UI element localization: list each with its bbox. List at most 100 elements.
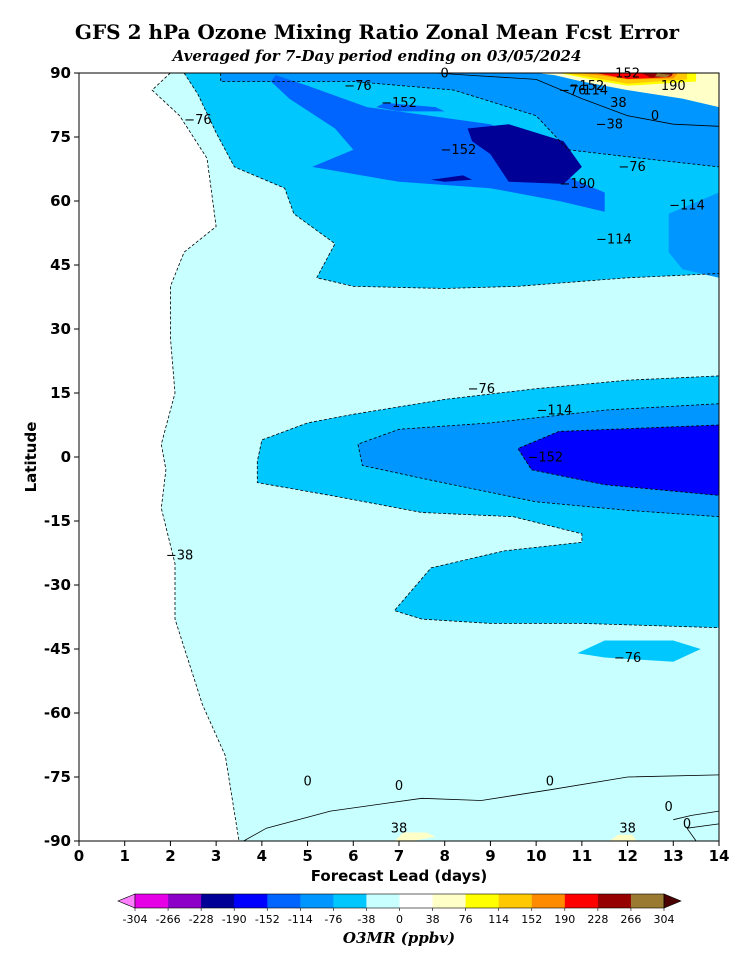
contour-zero-s2	[686, 823, 720, 842]
colorbar-swatch	[531, 894, 566, 908]
x-tick-label: 9	[485, 847, 495, 865]
colorbar-tick-label: -114	[288, 913, 313, 926]
region-pos-south-a	[394, 832, 436, 841]
region-lt-minus152-tropics	[517, 425, 719, 496]
y-tick-label: 90	[50, 64, 71, 82]
contour-label-25: 38	[391, 822, 408, 837]
contour-label-28: 0	[683, 817, 691, 832]
contour-minus114-t	[357, 403, 720, 518]
colorbar-swatch	[465, 894, 499, 908]
region-pos-south-b	[609, 834, 637, 841]
contour-label-3: −152	[381, 96, 417, 111]
contour-label-5: −152	[569, 79, 605, 94]
contour-label-22: 0	[303, 775, 311, 790]
colorbar-swatch	[135, 894, 169, 908]
contour-label-20: −38	[166, 548, 193, 563]
x-tick-label: 11	[571, 847, 592, 865]
y-tick-label: 15	[50, 384, 71, 402]
y-axis-ticks: 90 75 60 45 30 15 0 -15 -30 -45 -60 -75 -90	[44, 64, 79, 850]
x-tick-label: 8	[439, 847, 449, 865]
x-tick-label: 14	[709, 847, 730, 865]
colorbar-tick-label: 266	[620, 913, 641, 926]
contour-minus76-t	[256, 375, 720, 629]
colorbar-swatch	[333, 894, 367, 908]
colorbar-tick-label: 114	[488, 913, 509, 926]
region-lt-minus152-band	[376, 102, 445, 112]
colorbar-tick-label: -304	[123, 913, 148, 926]
x-tick-label: 5	[302, 847, 312, 865]
colorbar-swatch	[234, 894, 268, 908]
contour-label-0: −76	[184, 113, 211, 128]
contour-minus152-t	[517, 424, 720, 496]
contour-label-4: −152	[441, 143, 477, 158]
contour-label-6: −76	[559, 83, 586, 98]
colorbar-swatch	[201, 894, 235, 908]
contour-label-18: −114	[537, 403, 573, 418]
contour-minus114-n	[220, 73, 720, 168]
colorbar-tick-label: 38	[426, 913, 440, 926]
colorbar-over-arrow	[663, 893, 682, 909]
colorbar-tick-label: -38	[357, 913, 375, 926]
colorbar-tick-label: 152	[521, 913, 542, 926]
colorbar-tick-label: -228	[189, 913, 214, 926]
y-tick-label: -15	[44, 512, 71, 530]
y-tick-label: 45	[50, 256, 71, 274]
contour-label-11: −38	[596, 118, 623, 133]
colorbar-tick-label: -190	[222, 913, 247, 926]
contour-label-23: 0	[395, 779, 403, 794]
colorbar-swatch	[564, 894, 599, 908]
y-tick-label: -30	[44, 576, 71, 594]
contour-label-17: −76	[468, 382, 495, 397]
x-tick-label: 3	[211, 847, 221, 865]
contour-label-10: 38	[610, 96, 627, 111]
contour-label-13: −76	[618, 160, 645, 175]
colorbar-swatch	[498, 894, 533, 908]
contour-zero-s3	[673, 810, 720, 821]
x-tick-label: 7	[394, 847, 404, 865]
chart-title: GFS 2 hPa Ozone Mixing Ratio Zonal Mean …	[74, 20, 680, 44]
x-tick-label: 0	[74, 847, 84, 865]
region-lt-minus190-north	[467, 124, 582, 184]
colorbar-tick-label: 76	[459, 913, 473, 926]
contour-label-21: −76	[614, 651, 641, 666]
contour-zero-n	[435, 72, 720, 127]
contour-label-1: −76	[344, 79, 371, 94]
x-axis-label: Forecast Lead (days)	[311, 867, 487, 885]
colorbar-tick-label: -76	[324, 913, 342, 926]
colorbar-tick-label: 0	[396, 913, 403, 926]
contour-label-2: 0	[441, 66, 449, 81]
contour-lines	[151, 72, 720, 842]
x-tick-label: 6	[348, 847, 358, 865]
contour-label-12: 0	[651, 109, 659, 124]
colorbar-swatch	[168, 894, 202, 908]
y-tick-label: 60	[50, 192, 71, 210]
y-tick-label: -60	[44, 704, 71, 722]
colorbar: -304 -266 -228 -190 -152 -114 -76 -38 0 38 76 114 15…	[117, 893, 682, 926]
colorbar-under-arrow	[117, 893, 136, 909]
contour-label-19: −152	[527, 450, 563, 465]
colorbar-tick-label: 190	[554, 913, 575, 926]
contour-label-7: 114	[583, 83, 608, 98]
region-lt-minus76-south	[577, 640, 701, 662]
colorbar-tick-label: 228	[587, 913, 608, 926]
region-lt-minus190-spot	[431, 175, 473, 182]
x-tick-label: 13	[663, 847, 684, 865]
contour-fills	[152, 73, 720, 841]
colorbar-swatch	[432, 894, 466, 908]
contour-label-24: 0	[546, 775, 554, 790]
contour-minus76-n	[183, 72, 720, 289]
y-tick-label: -75	[44, 768, 71, 786]
colorbar-tick-label: -266	[156, 913, 181, 926]
contour-label-14: −190	[559, 177, 595, 192]
contour-label-9: 190	[661, 79, 686, 94]
x-axis-ticks: 0 1 2 3 4 5 6 7 8 9 10 11 12 13 14	[74, 841, 730, 865]
contour-label-8: 152	[615, 66, 640, 81]
contour-label-16: −114	[596, 233, 632, 248]
colorbar-swatch	[630, 894, 665, 908]
colorbar-swatch	[399, 894, 433, 908]
y-tick-label: 0	[61, 448, 71, 466]
y-tick-label: 30	[50, 320, 71, 338]
contour-zero-s1	[243, 774, 720, 842]
chart-subtitle: Averaged for 7-Day period ending on 03/0…	[172, 47, 582, 65]
